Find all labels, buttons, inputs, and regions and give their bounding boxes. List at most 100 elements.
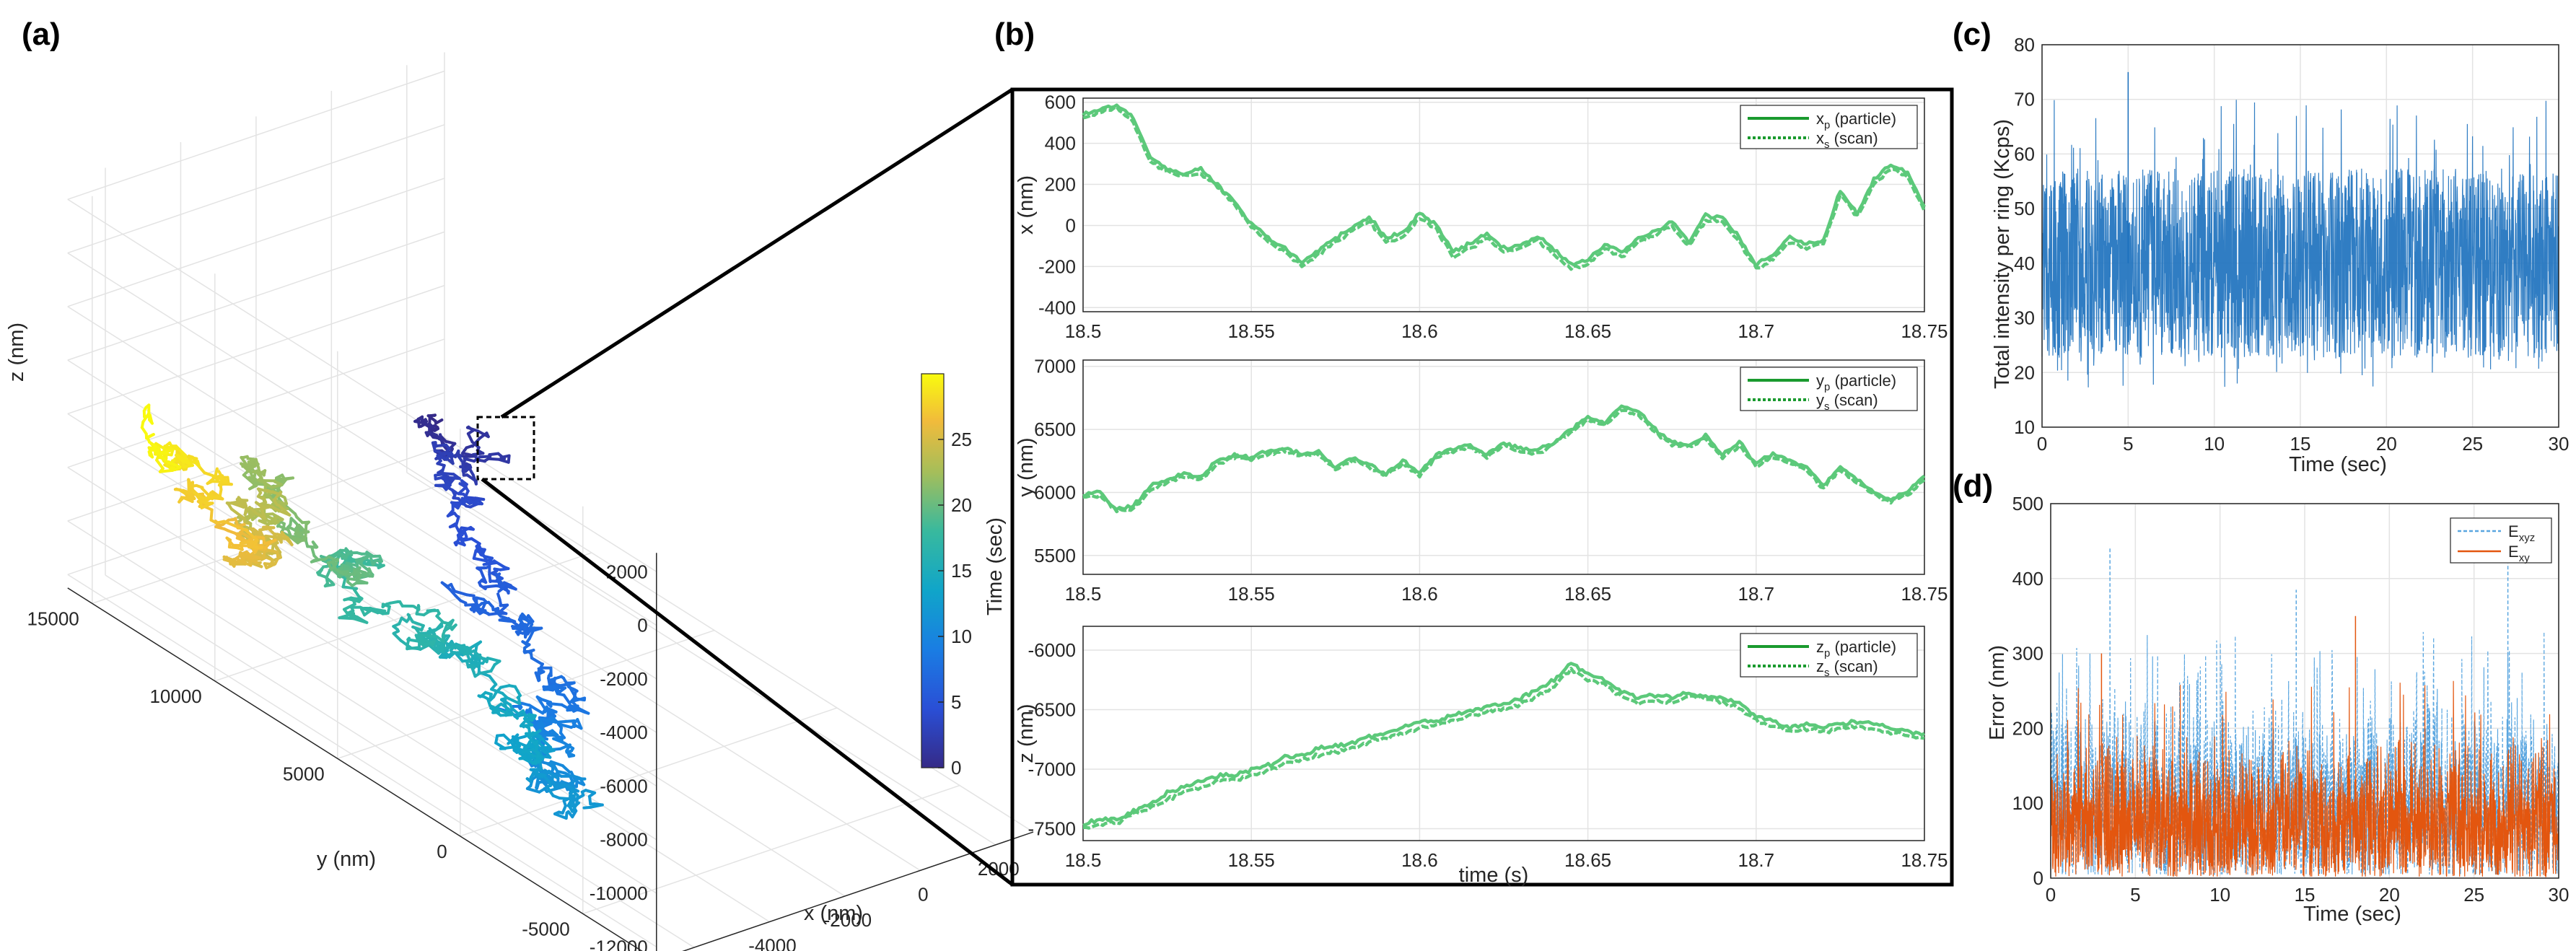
back-grid-line — [67, 392, 445, 522]
trajectory-segment — [406, 613, 415, 623]
trajectory-segment — [486, 657, 501, 663]
side-grid-line — [67, 198, 657, 572]
legend-box — [1740, 105, 1918, 149]
trajectory-segment — [272, 532, 286, 538]
legend-label: Exyz — [2508, 522, 2535, 544]
zoom-connector-top — [500, 87, 1014, 419]
trajectory-segment — [530, 657, 543, 666]
trajectory-segment — [411, 620, 425, 628]
y-tick-label: -200 — [1038, 255, 1076, 277]
trajectory-segment — [471, 473, 478, 486]
x-tick-label: 10 — [2204, 433, 2225, 455]
legend-label: xp (particle) — [1816, 110, 1896, 131]
trajectory-path — [140, 403, 604, 820]
plot-frame — [2041, 44, 2559, 428]
floor-grid-line — [105, 574, 695, 948]
x-tick-label: 30 — [2549, 433, 2570, 455]
x-tick-label: 18.6 — [1401, 849, 1438, 871]
trajectory-segment — [422, 639, 436, 647]
trajectory-segment — [461, 537, 473, 543]
trajectory-segment — [476, 429, 490, 439]
trajectory-segment — [499, 702, 511, 711]
trajectory-segment — [278, 509, 292, 517]
side-grid-line — [67, 252, 657, 626]
panel-a-3d-trajectory: -12000 -10000 -8000 -6000 -4000 -2000 0 20 0 0 -5… — [5, 52, 1034, 951]
trajectory-segment — [489, 704, 501, 711]
trajectory-segment — [552, 737, 566, 745]
trajectory-segment — [200, 501, 214, 509]
trajectory-segment — [306, 545, 318, 549]
x-tick-label: 18.5 — [1065, 320, 1102, 342]
legend-box — [1740, 633, 1918, 678]
x-tick-label: 18.75 — [1901, 583, 1948, 605]
x-tick-label: 18.5 — [1065, 583, 1102, 605]
panel-b-y-trace: 18.5 18.55 18.6 18.65 18.7 18.75 5500 6000 6500 7… — [1015, 356, 1948, 605]
x-tick-label: 25 — [2462, 433, 2483, 455]
zoom-panel-frame — [1010, 87, 1954, 887]
trajectory-segment — [549, 675, 563, 682]
trajectory-segment — [431, 625, 444, 634]
trajectory-segment — [442, 472, 455, 476]
trajectory-segment — [495, 572, 505, 588]
zoom-region-box — [476, 416, 535, 481]
trajectory-segment — [560, 703, 572, 711]
x-tick-label: 18.75 — [1901, 849, 1948, 871]
trajectory-segment — [477, 543, 486, 558]
y-tick-label: 40 — [2014, 253, 2035, 274]
z-tick-label: -8000 — [600, 829, 648, 851]
trajectory-segment — [406, 646, 421, 651]
y-tick-labels: -5000 0 5000 10000 15000 — [27, 608, 569, 939]
y-tick-label: 0 — [1066, 214, 1076, 236]
trajectory-segment — [520, 613, 534, 626]
trajectory-segment — [203, 471, 217, 478]
trajectory-segment — [528, 729, 542, 738]
floor-grid-line — [180, 548, 770, 923]
y-tick-label: 30 — [2014, 307, 2035, 329]
panel-b-x-trace: 18.5 18.55 18.6 18.65 18.7 18.75 -400 -200 0 200 4… — [1015, 92, 1948, 342]
trajectory-segment — [453, 590, 469, 597]
trajectory-segment — [466, 432, 474, 444]
x-tick-label: 18.6 — [1401, 320, 1438, 342]
x-tick-label: 0 — [2046, 884, 2056, 906]
trajectory-segment — [472, 649, 484, 660]
trajectory-segment — [470, 537, 481, 545]
trajectory-segment — [341, 577, 347, 589]
y-tick-label: 600 — [1045, 92, 1076, 113]
trajectory-segment — [552, 684, 559, 696]
trajectory-segment — [263, 538, 277, 545]
c-x-axis-label: Time (sec) — [2289, 453, 2387, 476]
x-tick-label: 18.55 — [1228, 583, 1275, 605]
trajectory-segment — [472, 607, 490, 615]
trajectory-segment — [209, 508, 214, 522]
trajectory-segment — [556, 722, 573, 729]
z-tick-label: -6000 — [600, 775, 648, 797]
floor-grid-line — [214, 552, 592, 682]
y-axis-label: y (nm) — [1015, 437, 1038, 496]
trajectory-segment — [513, 713, 526, 718]
y-tick-label: 0 — [2033, 867, 2043, 889]
trajectory-segment — [498, 617, 510, 622]
y-tick-label: 5000 — [283, 763, 325, 784]
x-tick-label: 18.6 — [1401, 583, 1438, 605]
x-tick-label: 20 — [2376, 433, 2397, 455]
trajectory-segment — [497, 587, 504, 593]
back-grid-line — [67, 70, 445, 200]
back-grid-line — [67, 231, 445, 361]
trajectory-segment — [536, 745, 547, 754]
colorbar-tick-label: 25 — [951, 429, 972, 450]
trajectory-segment — [507, 617, 519, 627]
d-y-axis-label: Error (nm) — [1986, 645, 2009, 740]
y-tick-label: -6000 — [1028, 639, 1077, 661]
trajectory-segment — [327, 555, 339, 563]
trajectory-segment — [482, 584, 498, 589]
x-tick-label: 20 — [2379, 884, 2400, 906]
trajectory-segment — [522, 751, 535, 761]
x-tick-label: 18.75 — [1901, 320, 1948, 342]
legend-label: zs (scan) — [1816, 657, 1878, 679]
y-tick-label: 20 — [2014, 361, 2035, 383]
trajectory-segment — [347, 597, 361, 603]
trajectory-segment — [343, 602, 356, 611]
y-tick-label: 200 — [1045, 174, 1076, 196]
